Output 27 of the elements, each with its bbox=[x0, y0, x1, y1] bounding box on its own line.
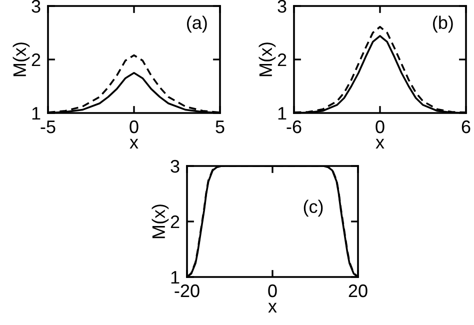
y-tick-label: 1 bbox=[32, 107, 40, 120]
y-axis-title: M(x) bbox=[258, 42, 276, 76]
x-tick-label: -5 bbox=[40, 120, 56, 134]
y-tick-label: 2 bbox=[32, 53, 40, 66]
x-tick-label: 0 bbox=[376, 120, 384, 134]
x-tick-label: -20 bbox=[174, 284, 200, 298]
y-tick-label: 3 bbox=[278, 0, 286, 13]
annotation: (c) bbox=[304, 200, 323, 217]
x-tick-label: 0 bbox=[268, 284, 277, 298]
x-axis-title: x bbox=[376, 138, 384, 148]
y-tick-label: 2 bbox=[278, 53, 286, 66]
x-axis-title: x bbox=[268, 302, 277, 312]
y-tick-label: 3 bbox=[32, 0, 40, 13]
annotation: (a) bbox=[187, 16, 207, 33]
x-axis-title: x bbox=[130, 138, 138, 148]
y-axis-title: M(x) bbox=[12, 42, 30, 76]
annotation: (b) bbox=[433, 16, 453, 33]
y-tick-label: 1 bbox=[171, 271, 180, 284]
x-tick-label: 20 bbox=[348, 284, 368, 298]
y-tick-label: 3 bbox=[170, 160, 180, 173]
y-tick-label: 2 bbox=[170, 215, 180, 228]
x-tick-label: 6 bbox=[462, 120, 470, 134]
x-tick-label: -6 bbox=[286, 120, 302, 134]
x-tick-label: 0 bbox=[130, 120, 138, 134]
x-tick-label: 5 bbox=[216, 120, 224, 134]
y-tick-label: 1 bbox=[278, 107, 286, 120]
y-axis-title: M(x) bbox=[152, 204, 169, 238]
